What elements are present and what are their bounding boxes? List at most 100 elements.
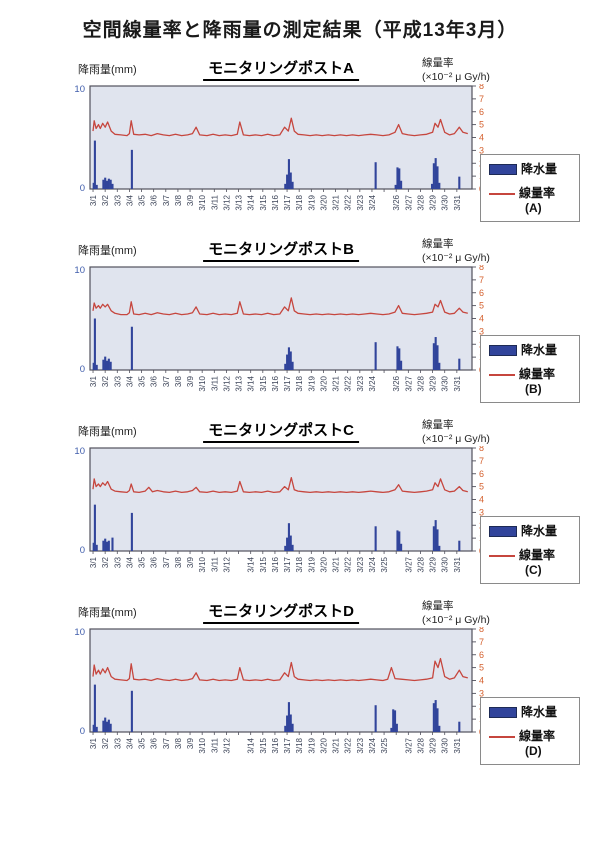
precipitation-bar (458, 358, 461, 370)
plot-area (89, 447, 473, 552)
right-axis-title-line2: (×10⁻² μ Gy/h) (422, 432, 490, 445)
precipitation-bar (93, 684, 96, 732)
right-axis-tick-label: 6 (479, 288, 484, 298)
x-axis-label: 3/12 (222, 375, 231, 391)
x-axis-label: 3/14 (247, 556, 256, 572)
right-axis-tick-label: 6 (479, 469, 484, 479)
doserate-post-letter: (A) (525, 201, 542, 215)
precipitation-bar (289, 535, 292, 551)
precipitation-bar (374, 705, 377, 732)
precipitation-bar (130, 512, 133, 551)
x-axis-label: 3/16 (271, 737, 280, 753)
doserate-line (92, 657, 468, 682)
precipitation-bar (130, 326, 133, 370)
legend-precipitation-row: 降水量 (489, 524, 575, 539)
precipitation-bar (289, 351, 292, 370)
x-axis-label: 3/4 (125, 375, 134, 387)
left-axis-title: 降雨量(mm) (78, 64, 137, 76)
doserate-swatch (489, 374, 515, 376)
x-axis-label: 3/17 (283, 737, 292, 753)
precipitation-bar (109, 723, 112, 732)
precipitation-bar (93, 318, 96, 370)
x-axis-label: 3/18 (295, 194, 304, 210)
left-axis-title: 降雨量(mm) (78, 426, 137, 438)
x-axis-label: 3/1 (89, 737, 98, 749)
right-axis-tick-label: 7 (479, 94, 484, 104)
x-axis-label: 3/3 (113, 556, 122, 568)
x-axis-label: 3/10 (198, 556, 207, 572)
precipitation-bar (286, 537, 289, 551)
x-axis-labels: 3/1 3/2 3/3 3/4 3/5 3/6 3/7 3/8 3/9 3/10 3/11 3/12 3… (89, 375, 462, 391)
precipitation-bar (436, 708, 439, 732)
x-axis-label: 3/4 (125, 194, 134, 206)
precipitation-bars (92, 684, 461, 732)
precipitation-bar (105, 721, 109, 732)
right-axis-tick-label: 3 (479, 507, 484, 517)
precipitation-bar (284, 183, 287, 189)
precipitation-bar (432, 703, 435, 732)
doserate-swatch (489, 736, 515, 738)
x-axis-label: 3/20 (319, 375, 328, 391)
x-axis-label: 3/9 (186, 737, 195, 749)
x-axis-label: 3/29 (429, 556, 438, 572)
precipitation-bar (291, 181, 294, 189)
x-axis-label: 3/28 (416, 194, 425, 210)
x-axis-label: 3/25 (380, 556, 389, 572)
x-axis-label: 3/24 (368, 375, 377, 391)
precipitation-bar (434, 158, 437, 189)
x-axis-label: 3/12 (222, 194, 231, 210)
x-axis-label: 3/8 (174, 737, 183, 749)
right-axis-title-line2: (×10⁻² μ Gy/h) (422, 251, 490, 264)
doserate-label: 線量率 (D) (519, 729, 555, 759)
precipitation-bar (436, 529, 439, 551)
x-axis-label: 3/17 (283, 194, 292, 210)
legend-precipitation-row: 降水量 (489, 705, 575, 720)
precipitation-bar (92, 182, 95, 189)
page-title: 空間線量率と降雨量の測定結果（平成13年3月） (82, 20, 518, 41)
precipitation-bar (400, 543, 403, 551)
precipitation-bar (107, 540, 110, 551)
x-axis-label: 3/18 (295, 375, 304, 391)
precipitation-label: 降水量 (521, 524, 558, 538)
left-axis: 10 0 (74, 84, 85, 194)
chart-header: 降雨量(mm) モニタリングポストC 線量率 (×10⁻² μ Gy/h) (0, 410, 600, 446)
x-axis-label: 3/14 (247, 194, 256, 210)
x-axis-label: 3/26 (392, 375, 401, 391)
precipitation-bar (396, 167, 399, 189)
right-axis-title: 線量率 (×10⁻² μ Gy/h) (422, 56, 490, 84)
right-axis-title-line2: (×10⁻² μ Gy/h) (422, 613, 490, 626)
left-axis-tick-label: 10 (74, 84, 85, 95)
precipitation-bar (438, 545, 441, 551)
x-axis-label: 3/27 (404, 194, 413, 210)
legend-doserate-row: 線量率 (D) (489, 729, 575, 759)
x-axis-label: 3/17 (283, 556, 292, 572)
precipitation-bar (374, 526, 377, 551)
x-axis-label: 3/11 (210, 737, 219, 753)
precipitation-bar (104, 177, 107, 189)
x-axis-label: 3/2 (101, 556, 110, 568)
precipitation-bar (434, 700, 437, 732)
x-axis-label: 3/21 (332, 556, 341, 572)
right-axis-title: 線量率 (×10⁻² μ Gy/h) (422, 599, 490, 627)
precipitation-bar (287, 347, 290, 370)
chart-body: 0123456781003/13/23/33/43/53/63/73/83/93… (0, 446, 600, 588)
precipitation-bar (286, 354, 289, 370)
chart-body: 0123456781003/13/23/33/43/53/63/73/83/93… (0, 84, 600, 226)
precipitation-swatch (489, 707, 517, 718)
x-axis-labels: 3/1 3/2 3/3 3/4 3/5 3/6 3/7 3/8 3/9 3/10 3/11 3/12 3… (89, 737, 462, 753)
x-axis-label: 3/2 (101, 375, 110, 387)
x-axis-label: 3/29 (429, 375, 438, 391)
right-axis-tick-label: 6 (479, 650, 484, 660)
doserate-label-text: 線量率 (519, 729, 556, 743)
x-axis-label: 3/2 (101, 737, 110, 749)
x-axis-label: 3/17 (283, 375, 292, 391)
x-axis-label: 3/7 (162, 194, 171, 206)
doserate-line (92, 117, 468, 137)
rainfall-doserate-chart: 0123456781003/13/23/33/43/53/63/73/83/93… (74, 446, 484, 573)
precipitation-bar (102, 720, 105, 732)
x-axis-label: 3/30 (441, 194, 450, 210)
chart-body: 0123456781003/13/23/33/43/53/63/73/83/93… (0, 265, 600, 407)
chart-title: モニタリングポストA (203, 57, 359, 81)
chart-legend: 降水量 線量率 (B) (480, 335, 580, 403)
x-axis-label: 3/10 (198, 737, 207, 753)
